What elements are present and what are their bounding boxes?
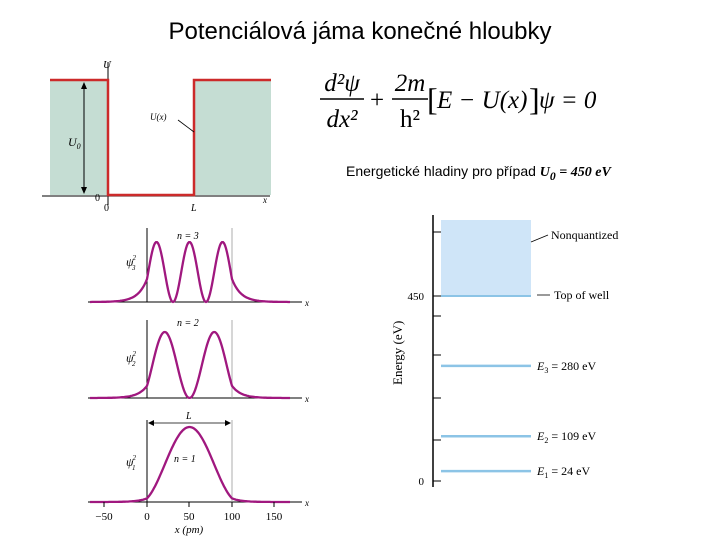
top-of-well-label: Top of well — [554, 288, 610, 302]
eq-den-right: h² — [400, 106, 420, 133]
tick-zero-x: 0 — [104, 203, 109, 214]
n-label-3: n = 3 — [177, 231, 199, 242]
nonquantized-leader — [530, 234, 549, 243]
eq-bracket-right: ] — [529, 81, 540, 117]
energy-tick-label-450: 450 — [408, 291, 425, 303]
tick-zero-y: 0 — [95, 193, 100, 204]
potential-y-label: U — [103, 59, 112, 71]
energy-levels-caption: Energetické hladiny pro případ U0 = 450 … — [346, 163, 611, 183]
level-label-2: E2 = 109 eV — [536, 429, 596, 445]
depth-label: U0 — [68, 135, 81, 151]
depth-arrow-head-top — [81, 82, 87, 89]
tick-label-150: 150 — [266, 511, 283, 523]
tick-label-0: 0 — [144, 511, 150, 523]
psi-squared-curve-n1 — [90, 425, 290, 504]
left-wall-fill — [50, 80, 108, 195]
n-label-2: n = 2 — [177, 318, 199, 329]
eq-plus: + — [370, 87, 384, 114]
psi-label-3: ψ2 3 — [126, 254, 136, 272]
psi-squared-curve-n3 — [90, 240, 290, 304]
energy-tick-label-0: 0 — [419, 476, 425, 488]
wave-x-letter-n1: x — [304, 498, 309, 508]
psi-label-1: ψ2 1 — [126, 454, 136, 472]
tick-label-50: 50 — [184, 511, 196, 523]
schrodinger-equation: d²ψ dx² + 2m h² [ E − U(x) ] ψ = 0 — [320, 70, 597, 133]
n-label-1: n = 1 — [174, 454, 196, 465]
wave-x-letter-n3: x — [304, 298, 309, 308]
width-arrow-head-right — [225, 420, 231, 426]
eq-den-left: dx² — [326, 106, 358, 133]
wave-plots: n = 3 ψ2 3 x n = 2 ψ2 2 x L n = 1 ψ2 1 x −5… — [88, 228, 309, 536]
eq-num-right: 2m — [395, 70, 426, 97]
width-arrow-head-left — [148, 420, 154, 426]
nonquantized-label: Nonquantized — [551, 228, 618, 242]
nonquantized-region — [441, 220, 531, 296]
eq-bracket-content: E − U(x) — [436, 87, 527, 114]
potential-x-label: x — [262, 195, 267, 205]
psi-label-2: ψ2 2 — [126, 350, 136, 368]
width-label: L — [185, 411, 192, 422]
level-label-1: E1 = 24 eV — [536, 464, 590, 480]
right-wall-fill — [194, 80, 271, 195]
energy-diagram: 450 0 Energy (eV) Nonquantized Top of we… — [390, 215, 618, 488]
tick-label-100: 100 — [224, 511, 241, 523]
tick-label-neg50: −50 — [95, 511, 113, 523]
eq-bracket-left: [ — [427, 81, 438, 117]
psi-squared-curve-n2 — [90, 330, 290, 400]
curve-label: U(x) — [150, 112, 167, 122]
wave-x-axis-label: x (pm) — [174, 524, 204, 536]
tick-L: L — [190, 203, 197, 214]
level-label-3: E3 = 280 eV — [536, 359, 596, 375]
eq-tail: ψ = 0 — [539, 87, 597, 114]
potential-plot: U U0 U(x) 0 0 L x — [42, 59, 271, 214]
potential-curve — [50, 78, 271, 197]
eq-num-left: d²ψ — [324, 70, 360, 97]
curve-leader-line — [177, 119, 195, 133]
depth-arrow-head-bottom — [81, 187, 87, 194]
energy-y-label: Energy (eV) — [390, 321, 405, 385]
wave-x-letter-n2: x — [304, 394, 309, 404]
slide-title: Potenciálová jáma konečné hloubky — [168, 18, 552, 45]
